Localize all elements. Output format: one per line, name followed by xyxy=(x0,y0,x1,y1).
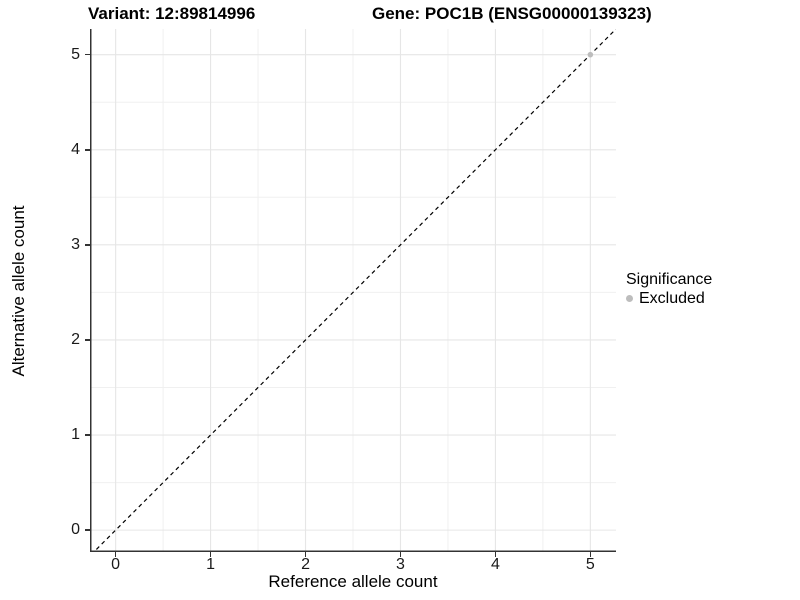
y-tick-mark xyxy=(85,149,90,151)
x-tick-label: 3 xyxy=(396,556,405,573)
plot-panel xyxy=(90,29,616,552)
excluded-dot-icon xyxy=(626,295,633,302)
legend-item-label: Excluded xyxy=(639,290,705,307)
y-tick-mark xyxy=(85,53,90,56)
y-tick-label: 1 xyxy=(71,426,80,444)
x-axis-title: Reference allele count xyxy=(268,572,438,591)
y-tick-label: 0 xyxy=(71,521,80,539)
legend-title: Significance xyxy=(626,271,713,288)
x-tick-mark xyxy=(589,552,592,557)
x-tick-label: 0 xyxy=(111,556,121,573)
x-tick-mark xyxy=(494,552,497,557)
gene-title: Gene: POC1B (ENSG00000139323) xyxy=(372,4,652,23)
legend: Significance Excluded xyxy=(626,270,712,308)
plot-canvas xyxy=(90,29,616,552)
y-tick-label: 4 xyxy=(71,140,80,158)
x-tick-label: 2 xyxy=(301,556,310,573)
x-tick-mark xyxy=(399,552,402,557)
y-tick-mark xyxy=(85,244,90,246)
y-tick-mark xyxy=(85,434,90,436)
legend-item-excluded: Excluded xyxy=(626,289,712,308)
x-tick-label: 1 xyxy=(206,556,216,573)
y-tick-mark xyxy=(85,339,90,341)
x-tick-label: 5 xyxy=(585,556,595,573)
x-tick-mark xyxy=(114,552,117,557)
variant-title: Variant: 12:89814996 xyxy=(88,4,256,23)
y-axis-title: Alternative allele count xyxy=(9,205,28,377)
x-tick-mark xyxy=(304,552,307,557)
y-tick-label: 2 xyxy=(71,330,80,348)
y-tick-label: 3 xyxy=(71,235,80,253)
data-point xyxy=(587,51,594,58)
y-tick-label: 5 xyxy=(71,45,80,63)
y-tick-mark xyxy=(85,529,90,531)
x-tick-mark xyxy=(209,552,212,557)
x-tick-label: 4 xyxy=(490,556,500,573)
